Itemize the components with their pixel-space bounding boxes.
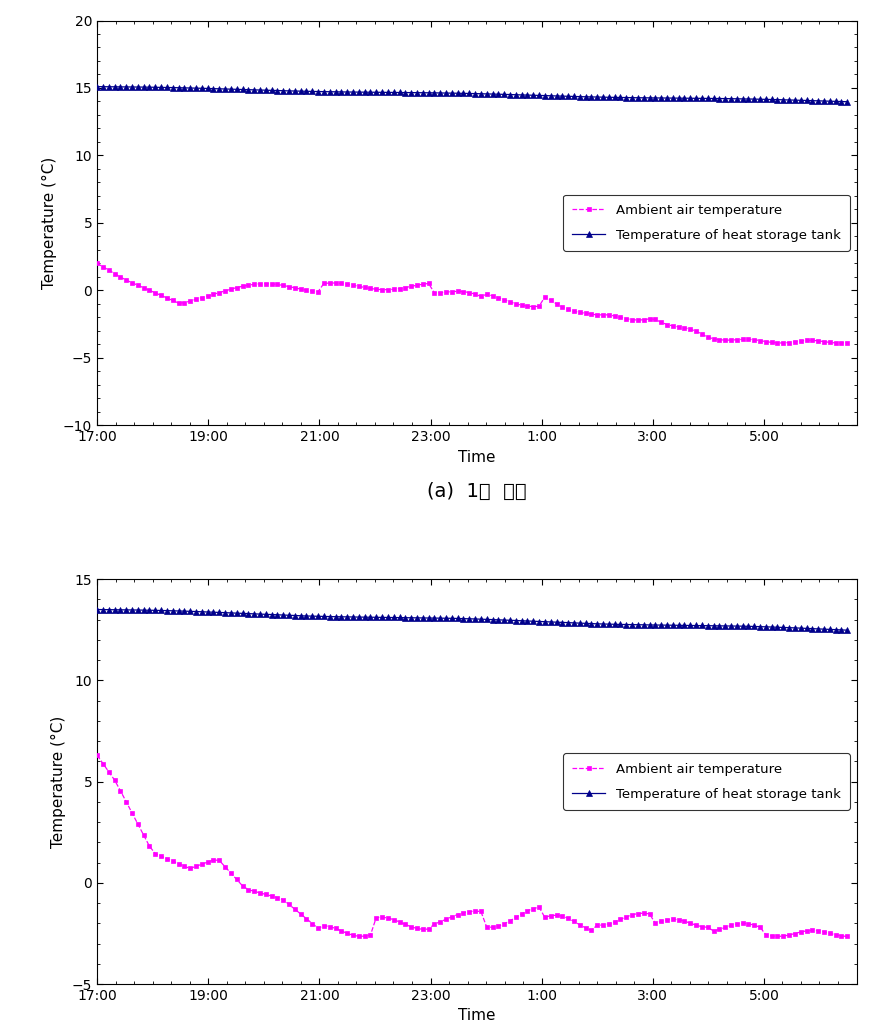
Ambient air temperature [645,908,655,920]
Ambient air temperature [772,931,782,943]
Temperature of heat storage tank [749,93,759,106]
Temperature of heat storage tank [749,620,759,632]
Temperature of heat storage tank [92,604,102,616]
Y-axis label: Temperature (°C): Temperature (°C) [42,157,57,289]
Temperature of heat storage tank [127,604,138,616]
Temperature of heat storage tank [778,93,789,106]
Temperature of heat storage tank [92,81,102,93]
Temperature of heat storage tank [778,621,789,633]
Legend: Ambient air temperature, Temperature of heat storage tank: Ambient air temperature, Temperature of … [563,753,850,810]
Ambient air temperature [645,313,655,325]
Ambient air temperature [295,908,306,920]
Temperature of heat storage tank [726,620,736,632]
X-axis label: Time: Time [458,1009,495,1023]
Ambient air temperature [411,279,422,291]
Ambient air temperature [411,922,422,935]
Ambient air temperature [295,283,306,295]
Ambient air temperature [481,288,492,300]
Line: Ambient air temperature: Ambient air temperature [94,752,849,939]
Line: Ambient air temperature: Ambient air temperature [94,261,849,345]
Temperature of heat storage tank [726,92,736,105]
Ambient air temperature [836,337,847,350]
Temperature of heat storage tank [627,91,638,104]
Ambient air temperature [842,931,853,943]
Temperature of heat storage tank [842,95,853,108]
Temperature of heat storage tank [842,624,853,637]
Ambient air temperature [92,257,102,270]
Ambient air temperature [842,336,853,348]
Ambient air temperature [679,915,690,928]
Temperature of heat storage tank [127,81,138,93]
Ambient air temperature [679,322,690,334]
Temperature of heat storage tank [499,88,509,100]
Ambient air temperature [586,308,597,320]
Line: Temperature of heat storage tank: Temperature of heat storage tank [94,607,850,632]
Ambient air temperature [586,925,597,937]
Text: (a)  1차  실험: (a) 1차 실험 [427,482,526,500]
Ambient air temperature [92,749,102,762]
Legend: Ambient air temperature, Temperature of heat storage tank: Ambient air temperature, Temperature of … [563,195,850,251]
X-axis label: Time: Time [458,450,495,464]
Temperature of heat storage tank [499,614,509,626]
Line: Temperature of heat storage tank: Temperature of heat storage tank [94,84,850,105]
Temperature of heat storage tank [627,618,638,630]
Y-axis label: Temperature (°C): Temperature (°C) [51,715,66,848]
Ambient air temperature [481,921,492,934]
